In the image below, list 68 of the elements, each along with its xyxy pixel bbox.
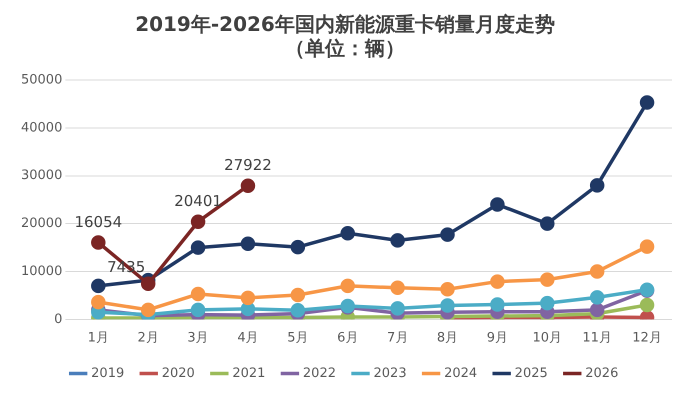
point bbox=[340, 278, 355, 294]
point bbox=[190, 286, 206, 302]
x-tick-label: 9月 bbox=[486, 330, 508, 346]
x-tick-label: 8月 bbox=[436, 330, 458, 346]
text: 2019年-2026年国内新能源重卡销量月度走势 bbox=[135, 12, 555, 36]
point bbox=[540, 216, 555, 231]
legend-label: 2022 bbox=[302, 366, 336, 381]
point bbox=[490, 197, 505, 212]
point bbox=[190, 240, 206, 255]
point bbox=[240, 236, 256, 251]
point bbox=[290, 240, 306, 254]
point bbox=[390, 301, 405, 316]
point bbox=[91, 278, 106, 294]
y-tick-label: 40000 bbox=[20, 120, 62, 136]
y-tick-label: 20000 bbox=[20, 216, 62, 232]
y-tick-label: 30000 bbox=[20, 168, 62, 184]
data-label: 27922 bbox=[224, 156, 272, 174]
point bbox=[240, 302, 256, 316]
point bbox=[290, 288, 306, 302]
x-tick-label: 7月 bbox=[386, 330, 408, 346]
point bbox=[190, 214, 206, 229]
legend-label: 2020 bbox=[162, 366, 195, 381]
data-label: 16054 bbox=[74, 212, 122, 231]
point bbox=[590, 302, 604, 318]
legend-label: 2024 bbox=[444, 366, 478, 381]
point bbox=[640, 239, 654, 254]
y-tick-label: 10000 bbox=[20, 264, 62, 279]
point bbox=[240, 290, 256, 306]
x-tick-label: 10月 bbox=[532, 330, 562, 346]
x-tick-label: 6月 bbox=[337, 330, 358, 346]
point bbox=[440, 282, 455, 296]
x-tick-label: 5月 bbox=[287, 330, 308, 346]
point bbox=[490, 297, 505, 312]
point bbox=[590, 290, 604, 305]
point bbox=[590, 264, 604, 279]
x-tick-label: 2月 bbox=[138, 330, 159, 346]
point bbox=[640, 298, 654, 312]
y-tick-label: 50000 bbox=[20, 72, 62, 88]
point bbox=[140, 276, 156, 292]
legend-label: 2021 bbox=[232, 366, 266, 381]
point bbox=[540, 272, 555, 287]
point bbox=[640, 95, 654, 110]
point bbox=[340, 226, 355, 240]
x-tick-label: 4月 bbox=[237, 330, 259, 346]
point bbox=[290, 303, 306, 318]
x-tick-label: 3月 bbox=[187, 330, 209, 346]
point bbox=[390, 280, 405, 296]
point bbox=[390, 233, 405, 248]
x-tick-label: 1月 bbox=[88, 330, 109, 346]
legend-label: 2023 bbox=[374, 366, 407, 381]
y-tick-label: 0 bbox=[54, 312, 62, 327]
x-tick-label: 11月 bbox=[582, 330, 612, 346]
point bbox=[590, 178, 604, 193]
point bbox=[140, 302, 156, 318]
point bbox=[440, 298, 455, 313]
point bbox=[440, 227, 455, 242]
legend-label: 2019 bbox=[91, 366, 124, 381]
point bbox=[540, 296, 555, 310]
point bbox=[190, 302, 206, 318]
legend-label: 2025 bbox=[514, 366, 548, 381]
point bbox=[91, 235, 106, 250]
point bbox=[490, 274, 505, 289]
legend-label: 2026 bbox=[585, 366, 618, 381]
text: （单位：辆） bbox=[285, 36, 405, 60]
point bbox=[91, 294, 106, 310]
data-label: 20401 bbox=[174, 192, 222, 210]
x-tick-label: 12月 bbox=[632, 330, 662, 346]
point bbox=[240, 178, 256, 193]
